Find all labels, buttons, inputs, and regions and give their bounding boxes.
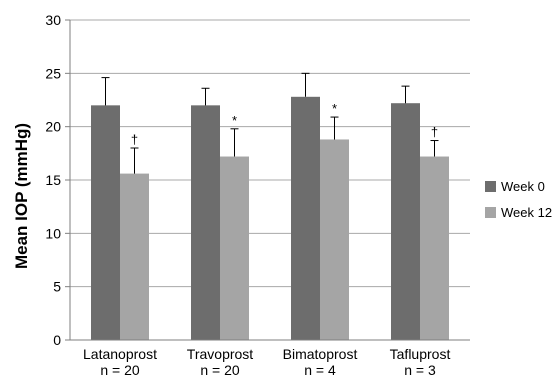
- bar-week-0: [91, 105, 120, 340]
- bar-week-12: [120, 173, 149, 340]
- legend-swatch: [485, 181, 496, 192]
- bars: [91, 96, 449, 340]
- y-axis-title: Mean IOP (mmHg): [12, 123, 31, 269]
- x-category-label: Latanoprost: [83, 346, 157, 362]
- bar-week-0: [191, 105, 220, 340]
- significance-markers: † * * †: [131, 101, 438, 147]
- legend-swatch: [485, 207, 496, 218]
- legend-label: Week 12: [501, 205, 552, 220]
- bar-week-12: [320, 139, 349, 340]
- bar-week-0: [391, 103, 420, 340]
- legend: Week 0 Week 12: [485, 179, 552, 220]
- y-tick-label: 0: [53, 332, 61, 348]
- y-tick-label: 25: [45, 65, 61, 81]
- legend-label: Week 0: [501, 179, 545, 194]
- error-bars: [101, 72, 439, 174]
- x-category-label: Bimatoprost: [283, 346, 358, 362]
- bar-week-12: [420, 156, 449, 340]
- significance-marker: †: [431, 125, 438, 140]
- y-tick-label: 10: [45, 225, 61, 241]
- significance-marker: †: [131, 132, 138, 147]
- x-category-n: n = 20: [200, 362, 240, 377]
- y-tick-label: 5: [53, 279, 61, 295]
- x-category-n: n = 3: [404, 362, 436, 377]
- x-category-n: n = 4: [304, 362, 336, 377]
- significance-marker: *: [232, 113, 237, 128]
- bar-week-0: [291, 96, 320, 340]
- y-tick-label: 20: [45, 119, 61, 135]
- significance-marker: *: [332, 101, 337, 116]
- y-tick-label: 15: [45, 172, 61, 188]
- y-tick-label: 30: [45, 12, 61, 28]
- y-axis-ticks: 0 5 10 15 20 25 30: [45, 12, 470, 348]
- x-category-label: Travoprost: [187, 346, 254, 362]
- x-category-n: n = 20: [100, 362, 140, 377]
- x-category-label: Tafluprost: [390, 346, 451, 362]
- bar-week-12: [220, 156, 249, 340]
